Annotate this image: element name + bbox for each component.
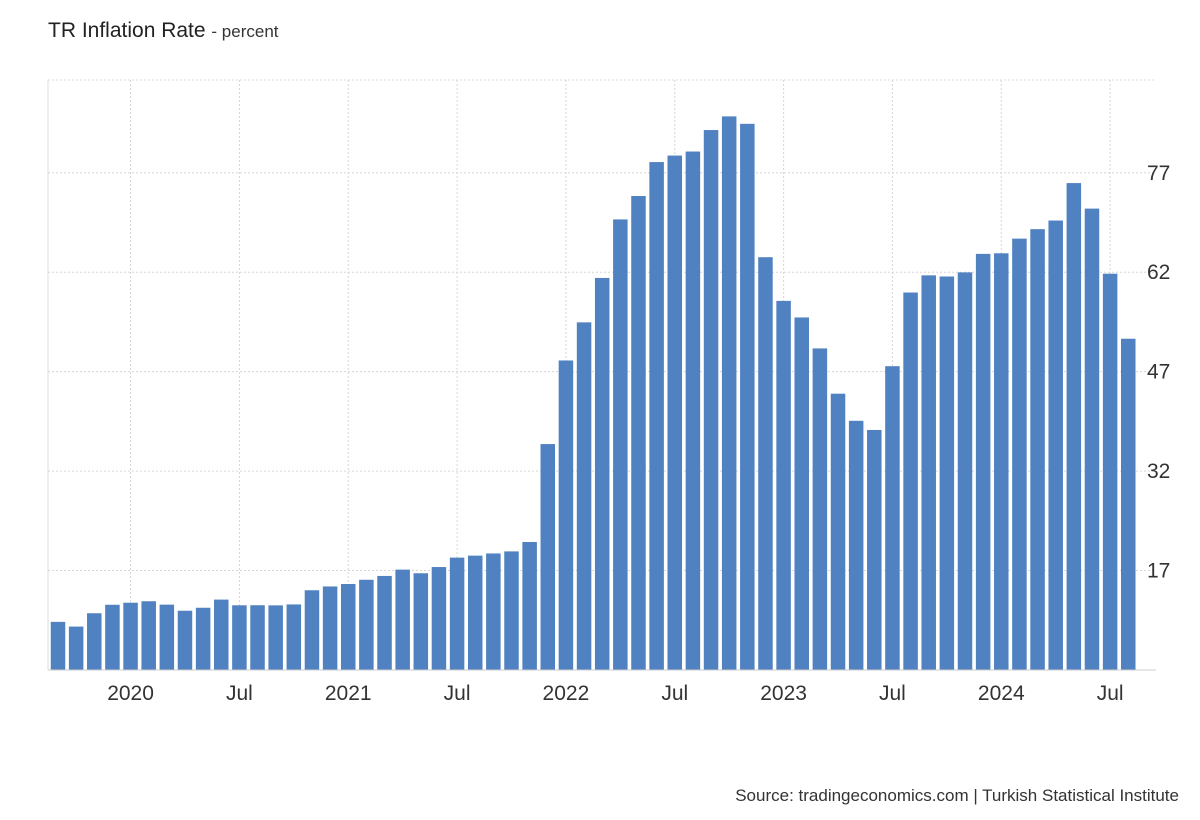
bar [359,579,374,670]
bar [794,317,809,670]
bar [105,604,120,670]
bar [250,605,265,670]
x-tick-label: 2023 [760,682,807,705]
bar [486,553,501,670]
x-tick-label: Jul [879,682,906,705]
bar [1012,238,1027,670]
bar [449,557,465,670]
bar [776,300,791,670]
bar [322,586,338,670]
title-unit: - percent [211,22,279,41]
bar [50,621,66,670]
bar [232,605,247,670]
x-tick-label: Jul [1097,682,1124,705]
bar [286,604,302,670]
bar [558,360,574,670]
bar [68,626,84,670]
bar [268,605,283,670]
source-note: Source: tradingeconomics.com | Turkish S… [735,786,1179,805]
x-tick-label: Jul [226,682,253,705]
bar [885,366,900,670]
bar [214,599,229,670]
bar [1030,229,1045,671]
bar [740,123,755,671]
bar [631,196,646,670]
bar [957,272,973,670]
bar [1121,338,1136,670]
bar [177,610,193,670]
bar [848,420,864,670]
bar [594,277,610,670]
bar [867,429,882,670]
title-text: TR Inflation Rate [48,19,206,42]
bar [1066,183,1082,670]
bar [123,602,138,670]
bar [1084,208,1100,670]
bar [304,590,320,670]
x-tick-label: 2024 [978,682,1025,705]
bar [522,541,537,670]
bar [413,573,429,670]
bar [467,555,483,670]
y-tick-label: 62 [1147,261,1170,284]
bar [195,607,211,670]
bar [340,584,356,670]
bar [576,322,592,670]
y-tick-label: 77 [1147,162,1170,185]
y-tick-label: 17 [1147,560,1170,583]
bar [939,276,955,670]
bar [975,253,991,670]
bar [830,393,846,670]
chart-title: TR Inflation Rate - percent [48,19,279,43]
x-tick-label: 2022 [543,682,590,705]
bar [504,551,519,670]
x-tick-label: Jul [444,682,471,705]
x-tick-label: Jul [661,682,688,705]
bar [613,219,628,670]
bar [758,257,773,670]
bar [649,162,664,671]
bar [667,155,683,671]
bar [395,569,410,670]
x-tick-label: 2020 [107,682,154,705]
bar [685,151,701,670]
x-tick-label: 2021 [325,682,372,705]
bar [1048,220,1063,671]
bar [812,348,828,670]
bar [721,116,737,670]
bar [703,130,719,671]
bar [540,444,556,670]
bar [141,601,156,670]
y-tick-label: 47 [1147,361,1170,384]
y-tick-label: 32 [1147,460,1170,483]
bar [1102,273,1118,670]
bar [994,253,1009,670]
bar [903,292,918,670]
bar [921,275,936,670]
bar [431,567,447,670]
bar [87,613,102,670]
bar [377,575,392,670]
bar [159,604,175,670]
